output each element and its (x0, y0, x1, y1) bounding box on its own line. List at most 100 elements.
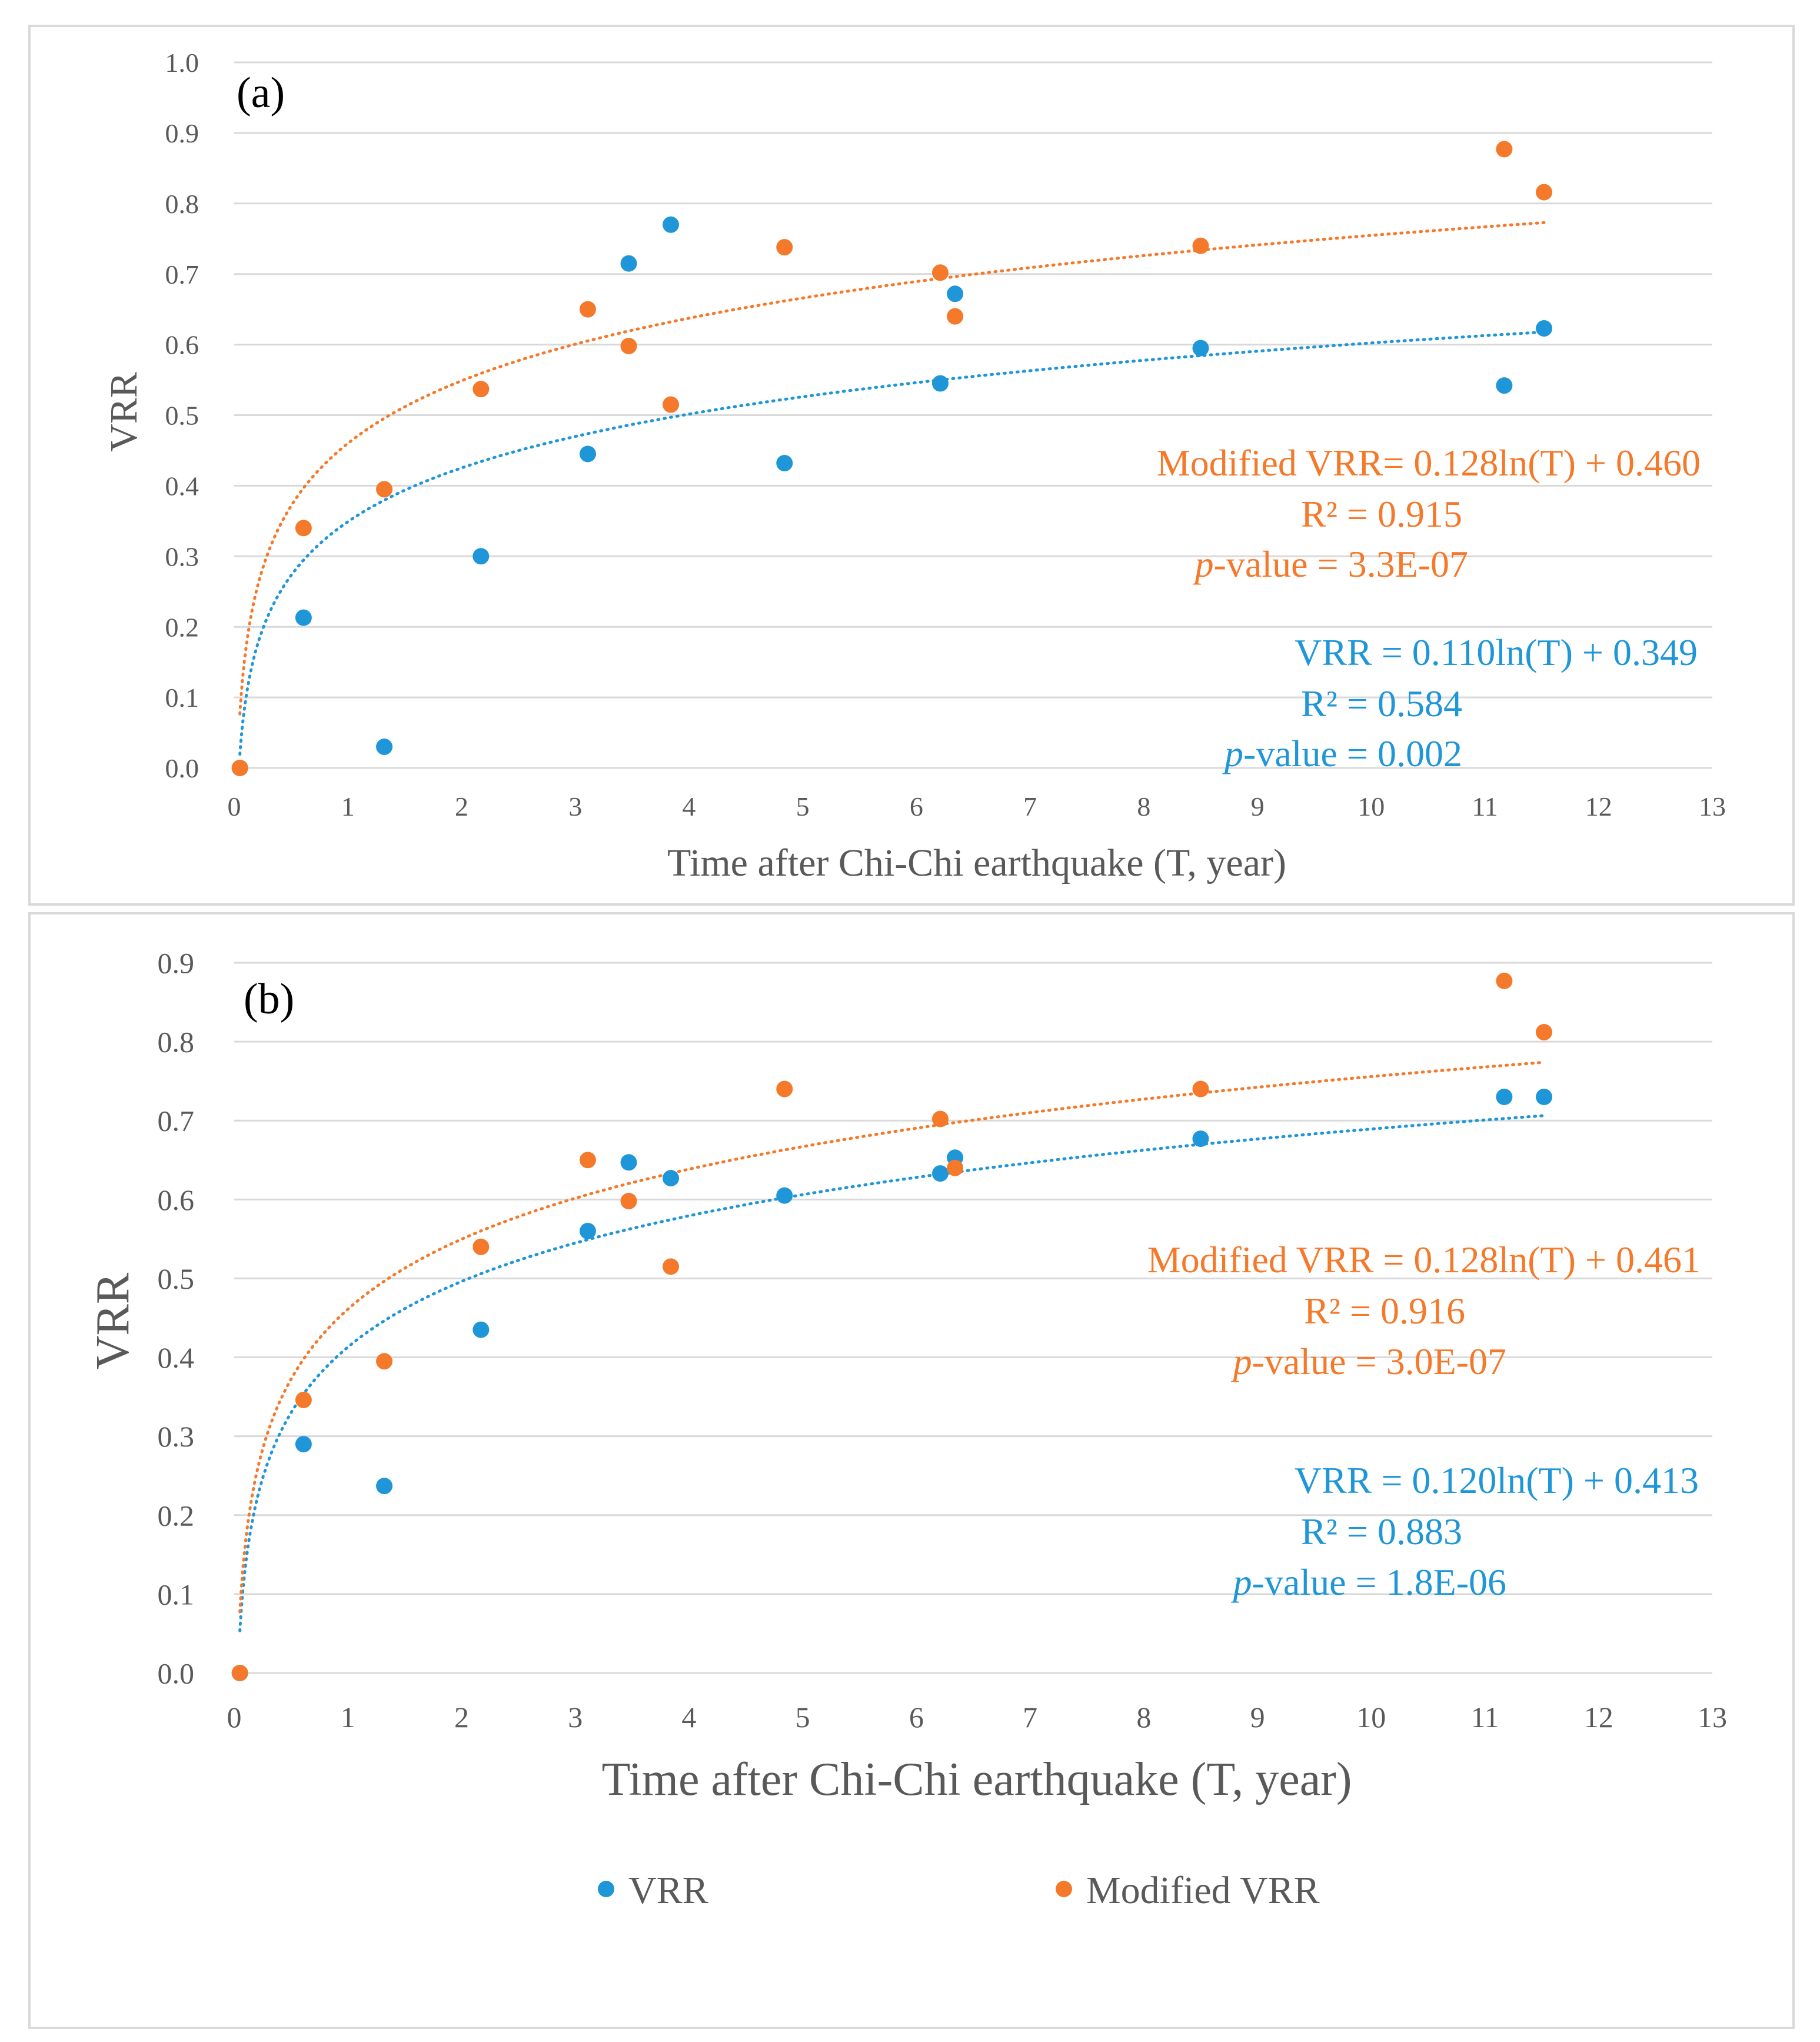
chart-b-vrr-point (1192, 1130, 1209, 1148)
chart-b-x-tick-label: 5 (796, 1701, 810, 1734)
chart-b-modified-point (231, 1665, 248, 1681)
chart-b-modified-equation: Modified VRR = 0.128ln(T) + 0.461 (1147, 1239, 1701, 1281)
chart-a-x-tick-label: 0 (228, 791, 241, 822)
chart-b-y-tick-label: 0.3 (158, 1420, 195, 1453)
chart-b-x-tick-label: 11 (1470, 1701, 1499, 1734)
chart-b-gridlines (234, 962, 1712, 1674)
chart-b-modified-point (620, 1193, 637, 1210)
chart-a-modified-r2: R² = 0.915 (1301, 493, 1462, 535)
chart-b-modified-point (473, 1238, 490, 1255)
chart-a-vrr-equation: VRR = 0.110ln(T) + 0.349 (1295, 631, 1698, 673)
legend-vrr-marker (598, 1881, 614, 1897)
chart-a-y-tick-label: 0.2 (165, 612, 199, 642)
chart-a-vrr-p-italic: p (1222, 733, 1243, 774)
chart-a-y-tick-label: 0.7 (165, 260, 199, 290)
chart-b-modified-r2: R² = 0.916 (1304, 1290, 1465, 1332)
chart-a-y-tick-label: 0.1 (165, 683, 199, 713)
chart-b-y-tick-label: 0.7 (158, 1105, 195, 1138)
legend-modified-marker (1056, 1881, 1072, 1897)
chart-b-modified-point (1192, 1080, 1209, 1098)
chart-b-x-tick-label: 9 (1250, 1701, 1265, 1734)
chart-a-y-tick-label: 0.8 (165, 189, 199, 219)
chart-b-vrr-pvalue: p-value = 1.8E-06 (1231, 1561, 1506, 1603)
chart-a-vrr-point (295, 609, 312, 626)
chart-a-x-tick-label: 10 (1357, 791, 1385, 822)
chart-b-modified-p-rest: -value = 3.0E-07 (1252, 1341, 1506, 1382)
chart-a-x-axis-label: Time after Chi-Chi earthquake (T, year) (667, 842, 1286, 884)
chart-b-x-tick-label: 1 (341, 1701, 355, 1734)
chart-b-vrr-point (776, 1187, 793, 1204)
chart-b-vrr-point (1496, 1088, 1513, 1105)
chart-a-modified-point (231, 760, 248, 776)
legend-vrr-label: VRR (628, 1869, 708, 1912)
chart-b-y-tick-label: 0.6 (158, 1183, 195, 1216)
chart-a-x-tick-label: 2 (455, 791, 468, 822)
chart-a-modified-annotation: Modified VRR= 0.128ln(T) + 0.460 R² = 0.… (1157, 442, 1701, 585)
chart-b-modified-point (295, 1391, 312, 1408)
chart-b-vrr-r2: R² = 0.883 (1301, 1511, 1462, 1552)
chart-b-vrr-point (1536, 1088, 1553, 1105)
chart-b-y-tick-label: 0.5 (158, 1262, 195, 1295)
chart-b-modified-point (1536, 1024, 1553, 1041)
chart-b-x-tick-label: 6 (909, 1701, 924, 1734)
chart-b-modified-point (776, 1080, 793, 1098)
chart-a-x-tick-label: 12 (1585, 791, 1612, 822)
chart-a-panel-label: (a) (237, 69, 285, 117)
chart-b-vrr-p-rest: -value = 1.8E-06 (1252, 1561, 1506, 1603)
chart-a-modified-equation: Modified VRR= 0.128ln(T) + 0.460 (1157, 442, 1701, 484)
chart-a-x-tick-label: 7 (1023, 791, 1037, 822)
chart-a-vrr-point (620, 255, 637, 272)
chart-panel-a (28, 25, 1795, 906)
chart-b-y-tick-label: 0.2 (158, 1499, 195, 1532)
chart-a-points (231, 141, 1553, 776)
chart-a-modified-p-italic: p (1193, 543, 1214, 585)
chart-a-x-tick-label: 13 (1699, 791, 1726, 822)
chart-b-y-tick-label: 0.0 (158, 1657, 195, 1690)
chart-b-vrr-point (620, 1154, 637, 1171)
chart-a-vrr-point (1496, 377, 1513, 394)
chart-a-x-tick-label: 6 (910, 791, 923, 822)
chart-a-x-tick-label: 5 (796, 791, 810, 822)
chart-b-points (231, 972, 1553, 1681)
chart-a-x-tick-label: 11 (1472, 791, 1498, 822)
legend: VRR Modified VRR (598, 1869, 1320, 1912)
chart-a-x-tick-label: 8 (1137, 791, 1150, 822)
chart-a-y-tick-label: 0.4 (165, 471, 199, 501)
chart-a-modified-point (1536, 184, 1553, 201)
chart-b-x-tick-label: 2 (454, 1701, 469, 1734)
chart-a-vrr-point (473, 548, 490, 565)
chart-b-modified-annotation: Modified VRR = 0.128ln(T) + 0.461 R² = 0… (1147, 1239, 1701, 1382)
chart-a-x-tick-label: 1 (341, 791, 355, 822)
chart-a-modified-trendline (238, 221, 1546, 716)
chart-a-gridlines (234, 61, 1712, 769)
chart-b-modified-point (947, 1159, 964, 1176)
chart-b-trendlines (238, 1060, 1546, 1632)
chart-a-modified-point (663, 396, 680, 413)
chart-a-vrr-point (1192, 340, 1209, 357)
chart-b-vrr-point (295, 1436, 312, 1453)
chart-a-modified-point (295, 520, 312, 537)
chart-b-vrr-p-italic: p (1231, 1561, 1252, 1603)
chart-a-y-tick-label: 1.0 (165, 48, 199, 78)
chart-b-modified-point (931, 1110, 949, 1128)
chart-a-vrr-point (776, 455, 793, 472)
chart-a-y-ticks: 0.0 0.1 0.2 0.3 0.4 0.5 0.6 0.7 0.8 0.9 1.0 (165, 48, 199, 783)
chart-b-modified-pvalue: p-value = 3.0E-07 (1231, 1341, 1506, 1382)
chart-a-y-tick-label: 0.6 (165, 330, 199, 360)
chart-b-vrr-trendline (238, 1114, 1546, 1632)
chart-b-x-tick-label: 3 (568, 1701, 583, 1734)
chart-a-y-tick-label: 0.5 (165, 401, 199, 431)
chart-a-y-tick-label: 0.3 (165, 541, 199, 571)
chart-b-vrr-annotation: VRR = 0.120ln(T) + 0.413 R² = 0.883 p-va… (1231, 1459, 1699, 1603)
chart-a-y-tick-label: 0.9 (165, 118, 199, 148)
chart-b-modified-p-italic: p (1231, 1341, 1252, 1382)
chart-a-vrr-annotation: VRR = 0.110ln(T) + 0.349 R² = 0.584 p-va… (1222, 631, 1698, 774)
chart-a-modified-pvalue: p-value = 3.3E-07 (1193, 543, 1468, 585)
chart-a-x-tick-label: 4 (682, 791, 696, 822)
chart-a-trendlines (238, 221, 1546, 756)
chart-b-x-tick-label: 7 (1023, 1701, 1037, 1734)
chart-a-vrr-point (947, 285, 964, 302)
